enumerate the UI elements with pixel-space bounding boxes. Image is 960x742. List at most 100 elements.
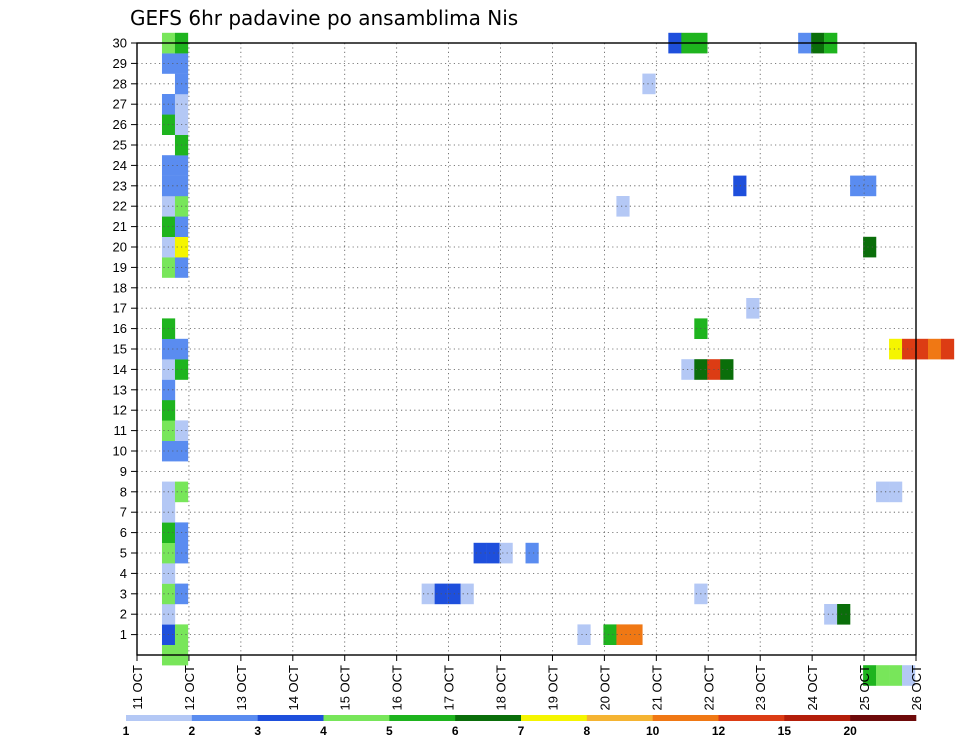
cells-layer: [161, 32, 955, 686]
y-tick-label: 29: [113, 56, 127, 71]
legend-swatch: [323, 715, 390, 721]
y-tick-label: 28: [113, 76, 127, 91]
y-tick-label: 14: [113, 362, 127, 377]
y-tick-label: 24: [113, 158, 127, 173]
x-tick-label: 18 OCT: [494, 665, 509, 711]
legend-swatch: [850, 715, 917, 721]
x-tick-label: 14 OCT: [286, 665, 301, 711]
y-tick-label: 7: [120, 505, 127, 520]
y-tick-label: 20: [113, 240, 127, 255]
x-tick-label: 19 OCT: [545, 665, 560, 711]
y-tick-label: 26: [113, 117, 127, 132]
y-tick-label: 30: [113, 36, 127, 51]
legend-tick-label: 12: [712, 724, 726, 738]
x-tick-label: 17 OCT: [442, 665, 457, 711]
y-tick-label: 15: [113, 342, 127, 357]
legend-swatch: [586, 715, 653, 721]
y-tick-label: 3: [120, 586, 127, 601]
y-tick-label: 12: [113, 403, 127, 418]
y-tick-label: 5: [120, 546, 127, 561]
heatmap-cell: [642, 73, 656, 95]
legend-tick-label: 8: [583, 724, 590, 738]
heatmap-cell: [863, 665, 877, 686]
heatmap-cell: [902, 665, 916, 686]
y-tick-label: 13: [113, 382, 127, 397]
legend-tick-label: 20: [843, 724, 857, 738]
heatmap-cell: [603, 624, 617, 645]
y-tick-label: 17: [113, 301, 127, 316]
y-tick-label: 23: [113, 178, 127, 193]
y-tick-label: 25: [113, 138, 127, 153]
legend-swatch: [257, 715, 324, 721]
legend-tick-label: 4: [320, 724, 327, 738]
chart-title: GEFS 6hr padavine po ansamblima Nis: [130, 6, 518, 30]
legend-tick-label: 1: [123, 724, 130, 738]
heatmap-cell: [824, 604, 838, 625]
heatmap-cell: [863, 175, 877, 197]
x-tick-label: 24 OCT: [805, 665, 820, 711]
heatmap-cell: [863, 236, 877, 258]
y-tick-label: 6: [120, 525, 127, 540]
x-tick-label: 23 OCT: [753, 665, 768, 711]
heatmap-cell: [525, 542, 539, 564]
y-tick-label: 10: [113, 444, 127, 459]
heatmap-cell: [889, 665, 903, 686]
y-tick-label: 8: [120, 484, 127, 499]
heatmap-cell: [889, 338, 903, 360]
heatmap-cell: [616, 624, 630, 645]
x-tick-label: 22 OCT: [701, 665, 716, 711]
x-tick-label: 20 OCT: [597, 665, 612, 711]
heatmap-cell: [889, 481, 903, 503]
legend-tick-label: 3: [254, 724, 261, 738]
legend-swatch: [521, 715, 588, 721]
legend-tick-label: 2: [188, 724, 195, 738]
legend-swatch: [389, 715, 456, 721]
heatmap-cell: [577, 624, 591, 645]
x-tick-label: 16 OCT: [390, 665, 405, 711]
legend-swatch: [191, 715, 258, 721]
x-tick-label: 21 OCT: [649, 665, 664, 711]
heatmap-cell: [629, 624, 643, 645]
grid-layer: [137, 42, 916, 655]
legend-swatch: [455, 715, 522, 721]
heatmap-cell: [499, 542, 513, 564]
x-tick-label: 25 OCT: [857, 665, 872, 711]
y-tick-label: 21: [113, 219, 127, 234]
legend-tick-label: 10: [646, 724, 660, 738]
legend-tick-label: 7: [518, 724, 525, 738]
heatmap-cell: [928, 338, 942, 360]
y-tick-label: 18: [113, 280, 127, 295]
x-tick-label: 15 OCT: [338, 665, 353, 711]
legend-swatch: [126, 715, 193, 721]
legend-tick-label: 5: [386, 724, 393, 738]
x-tick-label: 11 OCT: [130, 665, 145, 710]
heatmap-cell: [616, 196, 630, 217]
y-tick-label: 4: [120, 566, 127, 581]
heatmap-cell: [902, 338, 916, 360]
x-axis: 11 OCT 12 OCT 13 OCT 14 OCT 15 OCT 16 OCT 17 O…: [130, 655, 924, 711]
x-tick-label: 12 OCT: [182, 665, 197, 711]
y-tick-label: 1: [120, 627, 127, 642]
heatmap-cell: [486, 542, 500, 564]
y-tick-label: 19: [113, 260, 127, 275]
y-tick-label: 9: [120, 464, 127, 479]
x-tick-label: 13 OCT: [234, 665, 249, 711]
legend-swatch: [652, 715, 719, 721]
y-tick-label: 2: [120, 607, 127, 622]
legend-tick-label: 15: [778, 724, 792, 738]
y-axis: 1234567891011121314151617181920212223242…: [113, 36, 137, 642]
heatmap-cell: [473, 542, 487, 564]
y-tick-label: 27: [113, 97, 127, 112]
heatmap-cell: [876, 481, 890, 503]
heatmap-cell: [746, 298, 760, 319]
color-legend: 1 2 3 4 5 6 7 8 10 12 15 20: [123, 715, 917, 738]
y-tick-label: 16: [113, 321, 127, 336]
heatmap-cell: [915, 338, 929, 360]
y-tick-label: 11: [114, 423, 128, 438]
heatmap-cell: [940, 338, 955, 360]
heatmap-cell: [837, 604, 851, 625]
legend-swatch: [718, 715, 785, 721]
y-tick-label: 22: [113, 199, 127, 214]
legend-swatch: [784, 715, 851, 721]
